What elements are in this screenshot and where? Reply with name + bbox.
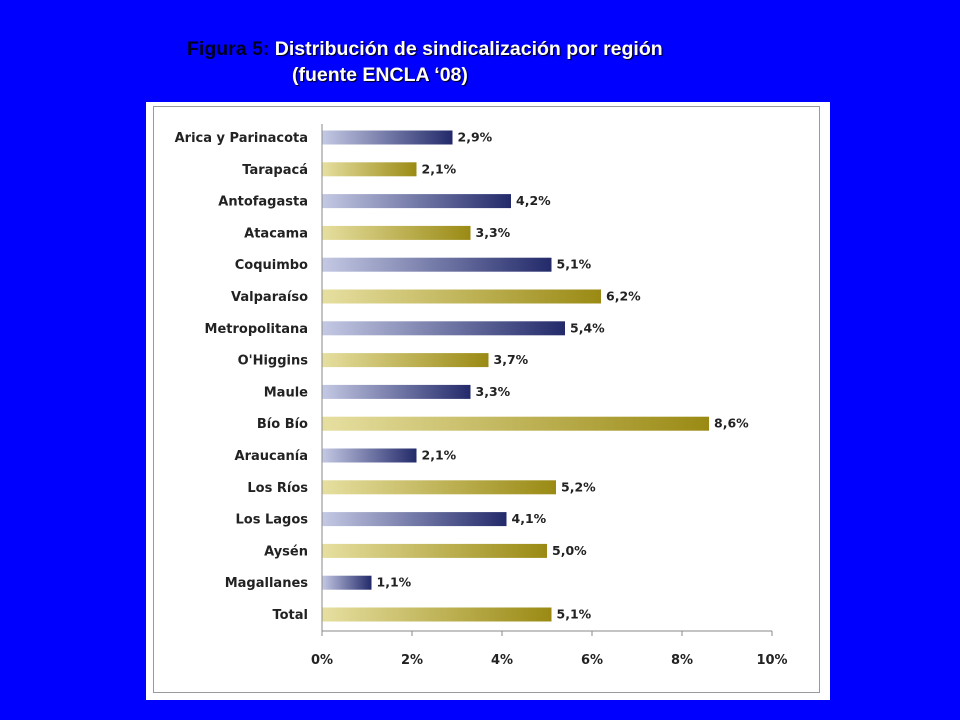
bar-araucania bbox=[322, 448, 417, 463]
bar-o-higgins bbox=[322, 353, 489, 368]
x-tick-label: 10% bbox=[756, 653, 787, 668]
bar-valparaiso bbox=[322, 289, 601, 304]
bars-group bbox=[322, 130, 709, 622]
bar-aysen bbox=[322, 543, 547, 558]
value-label-antofagasta: 4,2% bbox=[516, 193, 551, 208]
value-label-valparaiso: 6,2% bbox=[606, 289, 641, 304]
category-label-atacama: Atacama bbox=[244, 226, 308, 241]
category-label-total: Total bbox=[272, 608, 308, 623]
figure-source: (fuente ENCLA ‘08) bbox=[292, 64, 468, 86]
value-label-maule: 3,3% bbox=[476, 384, 511, 399]
x-tick-label: 4% bbox=[491, 653, 513, 668]
bar-los-lagos bbox=[322, 512, 507, 527]
value-label-los-rios: 5,2% bbox=[561, 479, 596, 494]
category-label-magallanes: Magallanes bbox=[225, 576, 309, 591]
value-label-metropolitana: 5,4% bbox=[570, 320, 605, 335]
category-label-arica-y-parinacota: Arica y Parinacota bbox=[175, 131, 308, 146]
category-label-tarapaca: Tarapacá bbox=[242, 163, 308, 178]
value-label-magallanes: 1,1% bbox=[377, 575, 412, 590]
category-label-los-lagos: Los Lagos bbox=[235, 513, 308, 528]
category-label-valparaiso: Valparaíso bbox=[231, 290, 308, 305]
bar-total bbox=[322, 607, 552, 622]
category-label-metropolitana: Metropolitana bbox=[205, 322, 308, 337]
value-label-total: 5,1% bbox=[557, 607, 592, 622]
x-tick-label: 6% bbox=[581, 653, 603, 668]
bar-magallanes bbox=[322, 575, 372, 590]
bar-bio-bio bbox=[322, 416, 709, 431]
x-tick-label: 2% bbox=[401, 653, 423, 668]
x-tick-label: 8% bbox=[671, 653, 693, 668]
value-label-los-lagos: 4,1% bbox=[512, 511, 547, 526]
value-label-bio-bio: 8,6% bbox=[714, 416, 749, 431]
bar-tarapaca bbox=[322, 162, 417, 177]
figure-title-text: Distribución de sindicalización por regi… bbox=[274, 38, 663, 60]
category-label-coquimbo: Coquimbo bbox=[235, 258, 308, 273]
bar-chart: Arica y Parinacota 2,9% Tarapacá 2,1% Antofa… bbox=[153, 106, 820, 693]
title-line-1: Figura 5: Distribución de sindicalizació… bbox=[187, 36, 663, 62]
value-label-coquimbo: 5,1% bbox=[557, 257, 592, 272]
category-label-maule: Maule bbox=[264, 385, 308, 400]
value-label-aysen: 5,0% bbox=[552, 543, 587, 558]
value-label-tarapaca: 2,1% bbox=[422, 161, 457, 176]
figure-label: Figura 5: bbox=[187, 38, 270, 60]
value-label-atacama: 3,3% bbox=[476, 225, 511, 240]
bar-arica-y-parinacota bbox=[322, 130, 453, 145]
category-label-araucania: Araucanía bbox=[235, 449, 308, 464]
labels-group: Arica y Parinacota 2,9% Tarapacá 2,1% Antofa… bbox=[175, 130, 750, 624]
category-label-o-higgins: O'Higgins bbox=[238, 354, 309, 369]
chart-panel: Arica y Parinacota 2,9% Tarapacá 2,1% Antofa… bbox=[146, 102, 830, 700]
category-label-aysen: Aysén bbox=[264, 544, 308, 559]
category-label-antofagasta: Antofagasta bbox=[218, 195, 308, 210]
figure-title: Figura 5: Distribución de sindicalizació… bbox=[187, 36, 663, 88]
bar-los-rios bbox=[322, 480, 556, 495]
bar-antofagasta bbox=[322, 194, 511, 209]
x-tick-label: 0% bbox=[311, 653, 333, 668]
x-axis: 0% 2% 4% 6% 8% 10% bbox=[311, 124, 788, 668]
value-label-o-higgins: 3,7% bbox=[494, 352, 529, 367]
chart-border bbox=[153, 106, 820, 693]
bar-metropolitana bbox=[322, 321, 565, 336]
bar-coquimbo bbox=[322, 257, 552, 272]
category-label-bio-bio: Bío Bío bbox=[257, 417, 308, 432]
bar-maule bbox=[322, 384, 471, 399]
value-label-araucania: 2,1% bbox=[422, 448, 457, 463]
bar-atacama bbox=[322, 225, 471, 240]
value-label-arica-y-parinacota: 2,9% bbox=[458, 130, 493, 145]
category-label-los-rios: Los Ríos bbox=[247, 481, 308, 496]
